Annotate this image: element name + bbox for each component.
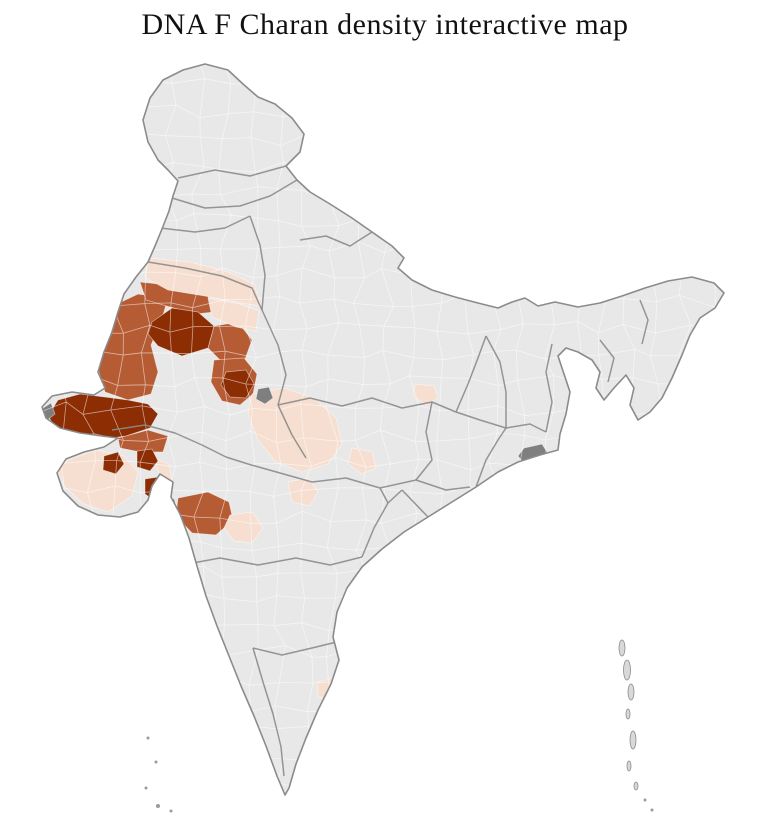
island bbox=[633, 781, 639, 791]
india-outline bbox=[41, 63, 725, 796]
island bbox=[629, 730, 637, 750]
state-border-line bbox=[171, 179, 298, 209]
state-border-line bbox=[159, 215, 251, 233]
island-dot bbox=[146, 736, 150, 740]
state-border-line bbox=[361, 489, 403, 558]
district-region-low[interactable] bbox=[145, 257, 262, 307]
island bbox=[625, 708, 631, 720]
district-region-low[interactable] bbox=[287, 477, 319, 507]
state-border-line bbox=[545, 343, 553, 433]
state-border-line bbox=[247, 463, 471, 491]
island-dot bbox=[154, 760, 158, 764]
island bbox=[627, 683, 635, 701]
state-border-line bbox=[599, 339, 615, 383]
island bbox=[623, 659, 631, 681]
state-border-line bbox=[379, 487, 389, 504]
district-region-high[interactable] bbox=[156, 498, 180, 531]
district-region-high[interactable] bbox=[220, 369, 255, 399]
district-region-high[interactable] bbox=[136, 448, 159, 472]
island-dot bbox=[643, 798, 647, 802]
island bbox=[626, 760, 632, 772]
state-border-line bbox=[401, 489, 429, 518]
district-region-high[interactable] bbox=[147, 307, 215, 357]
island-dot bbox=[650, 808, 654, 812]
state-border-line bbox=[485, 335, 507, 428]
page-title: DNA F Charan density interactive map bbox=[141, 8, 629, 41]
state-border-line bbox=[252, 647, 285, 777]
state-border-line bbox=[299, 231, 373, 247]
island-dot bbox=[144, 786, 148, 790]
island-dot bbox=[156, 804, 160, 808]
state-border-line bbox=[249, 215, 266, 311]
island-dot bbox=[169, 809, 173, 813]
state-border-line bbox=[455, 335, 487, 413]
island bbox=[618, 639, 626, 657]
state-border-line bbox=[111, 424, 249, 465]
islands-group bbox=[144, 639, 654, 813]
state-border-line bbox=[475, 427, 507, 488]
state-border-line bbox=[181, 556, 363, 566]
state-border-line bbox=[147, 261, 263, 311]
district-region-high[interactable] bbox=[102, 451, 125, 475]
district-region-na[interactable] bbox=[255, 386, 274, 405]
state-border-line bbox=[415, 401, 433, 481]
state-border-line bbox=[252, 639, 346, 656]
state-borders bbox=[111, 165, 649, 777]
state-border-line bbox=[639, 299, 649, 345]
state-border-line bbox=[177, 165, 287, 179]
state-border-line bbox=[261, 309, 307, 459]
